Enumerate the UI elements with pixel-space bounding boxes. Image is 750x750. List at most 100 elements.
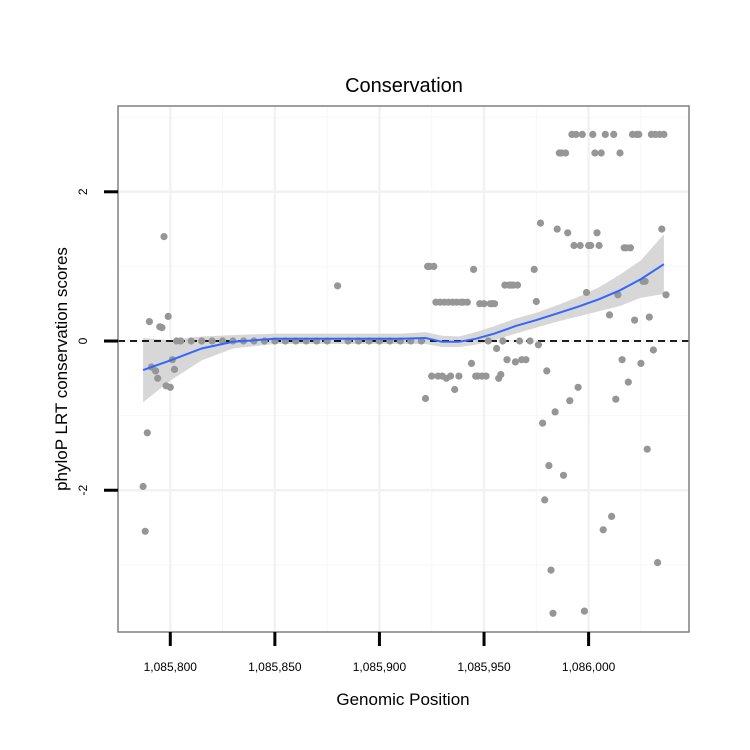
data-point: [595, 241, 603, 250]
data-point: [597, 149, 605, 157]
data-point: [564, 229, 572, 237]
data-point: [160, 233, 168, 241]
data-point: [447, 372, 455, 380]
y-tick-label: 2: [76, 188, 90, 195]
data-points: [139, 130, 670, 617]
data-point: [334, 282, 342, 290]
data-point: [662, 291, 670, 299]
data-point: [166, 383, 174, 391]
data-point: [139, 482, 147, 491]
data-point: [572, 130, 580, 138]
data-point: [608, 512, 616, 521]
data-point: [536, 219, 545, 227]
data-point: [566, 397, 574, 405]
plot-panel: [118, 106, 689, 632]
data-point: [618, 356, 626, 364]
data-point: [534, 341, 543, 349]
data-point: [660, 130, 668, 138]
x-tick-label: 1,085,950: [457, 660, 511, 674]
data-point: [463, 298, 471, 306]
smooth-trend-line: [142, 263, 665, 372]
data-point: [553, 225, 561, 233]
x-axis-label: Genomic Position: [336, 690, 469, 709]
data-point: [578, 130, 586, 138]
x-tick-label: 1,085,900: [353, 660, 407, 674]
data-point: [152, 367, 160, 375]
panel-border: [117, 105, 690, 633]
data-point: [154, 374, 162, 382]
confidence-band: [143, 234, 664, 403]
data-point: [547, 566, 555, 574]
data-point: [643, 445, 651, 453]
data-point: [526, 337, 534, 345]
data-point: [530, 265, 538, 273]
grid-lines: [118, 106, 689, 632]
data-point: [605, 311, 614, 319]
data-point: [626, 244, 635, 252]
data-point: [612, 395, 620, 403]
data-point: [430, 262, 438, 270]
data-point: [513, 281, 522, 289]
data-point: [589, 130, 597, 138]
data-point: [580, 607, 589, 615]
data-point: [480, 300, 488, 308]
data-point: [170, 365, 179, 373]
y-tick-label: -2: [76, 485, 90, 496]
data-point: [551, 408, 559, 416]
data-point: [177, 337, 185, 345]
data-point: [541, 496, 549, 504]
data-point: [482, 372, 490, 380]
data-point: [145, 318, 153, 326]
data-point: [576, 241, 584, 250]
y-axis-ticks: -2 0 2: [76, 188, 118, 496]
data-point: [610, 130, 618, 138]
data-point: [493, 344, 501, 353]
data-point: [467, 359, 476, 367]
data-point: [511, 358, 519, 366]
data-point: [624, 378, 632, 386]
data-point: [143, 429, 151, 437]
data-point: [198, 337, 206, 345]
data-point: [522, 356, 530, 364]
data-point: [649, 346, 658, 354]
data-point: [141, 527, 149, 535]
data-point: [545, 462, 553, 470]
x-axis-ticks: 1,085,800 1,085,850 1,085,900 1,085,950 1,08…: [144, 632, 616, 674]
data-point: [631, 316, 639, 324]
data-point: [455, 372, 463, 380]
data-point: [543, 367, 551, 375]
data-point: [532, 297, 540, 306]
data-point: [428, 372, 436, 380]
data-point: [187, 337, 195, 345]
data-point: [164, 312, 172, 320]
y-axis-label: phyloP LRT conservation scores: [52, 247, 71, 491]
data-point: [421, 394, 430, 403]
x-tick-label: 1,085,850: [248, 660, 302, 674]
data-point: [654, 559, 662, 567]
data-point: [601, 130, 609, 138]
data-point: [559, 471, 568, 479]
chart-title: Conservation: [345, 75, 463, 97]
data-point: [591, 149, 599, 157]
data-point: [616, 149, 624, 157]
data-point: [658, 225, 666, 233]
data-point: [451, 385, 459, 394]
data-point: [539, 419, 547, 427]
data-point: [470, 265, 478, 273]
data-point: [503, 356, 511, 364]
data-point: [417, 337, 425, 345]
data-point: [641, 277, 649, 285]
data-point: [637, 359, 645, 367]
data-point: [574, 383, 582, 391]
data-point: [562, 149, 570, 157]
data-point: [208, 337, 216, 345]
data-point: [549, 609, 557, 617]
data-point: [490, 300, 499, 308]
data-point: [587, 241, 595, 250]
data-point: [497, 371, 505, 379]
data-point: [593, 229, 601, 237]
data-point: [645, 313, 653, 321]
data-point: [158, 324, 166, 332]
data-point: [570, 241, 578, 250]
